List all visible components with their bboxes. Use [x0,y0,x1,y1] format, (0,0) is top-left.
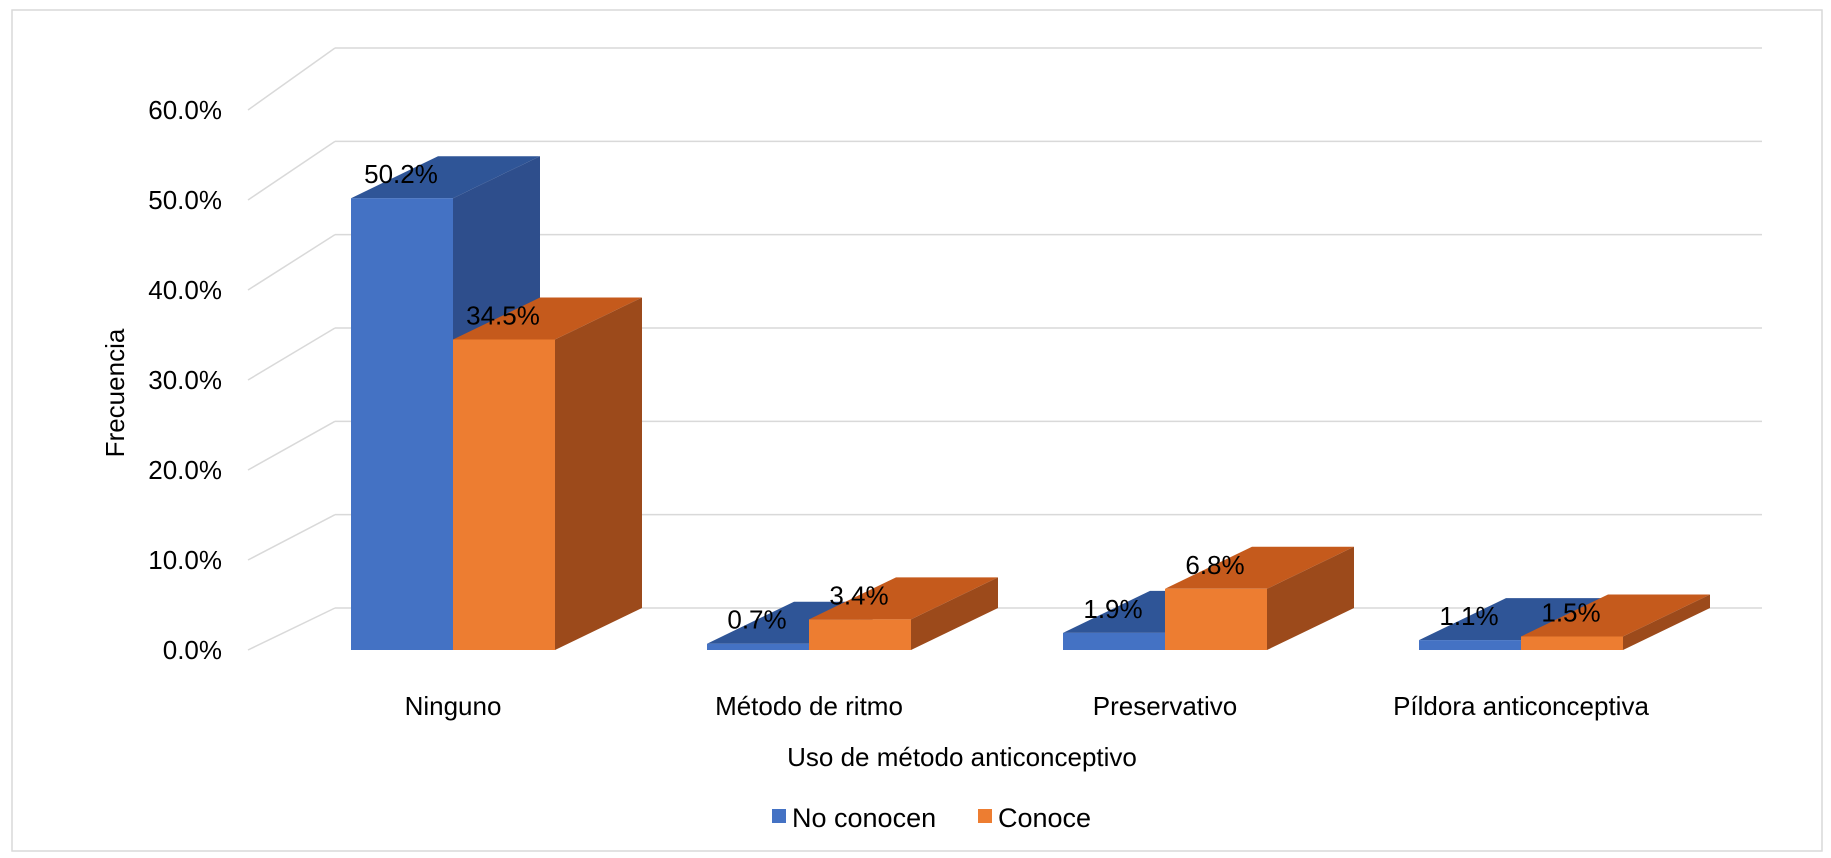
y-tick-label: 60.0% [148,95,222,125]
y-tick-label: 0.0% [163,635,222,665]
y-tick-label: 30.0% [148,365,222,395]
legend-swatch-conoce [978,809,992,823]
bar-1-0 [453,297,642,650]
bar-side-face [1267,546,1354,650]
bar-side-face [1623,594,1710,650]
bar-top-face [453,297,642,340]
bar-top-face [1165,546,1354,589]
gridline-depth [247,234,336,291]
gridline-depth [247,514,336,561]
bar-front-face [1521,636,1623,650]
gridline-depth [247,327,336,381]
bar-top-face [351,156,540,199]
bar-front-face [1419,640,1521,650]
y-axis-ticks: 0.0% 10.0% 20.0% 30.0% 40.0% 50.0% 60.0% [148,95,222,665]
bar-1-3 [1521,594,1710,650]
y-axis-title: Frecuencia [100,328,130,457]
bar-front-face [453,339,555,650]
gridline-depth [247,47,336,111]
bar-front-face [1063,632,1165,650]
x-category-label: Preservativo [1093,691,1238,721]
y-tick-label: 10.0% [148,545,222,575]
bar-front-face [1165,588,1267,650]
bar-1-1 [809,577,998,650]
bar-side-face [911,577,998,650]
x-category-label: Ninguno [405,691,502,721]
bars [351,156,1710,650]
data-label: 3.4% [829,580,888,610]
data-label: 6.8% [1185,550,1244,580]
gridline-depth [247,607,336,651]
bar-front-face [809,619,911,650]
gridline-depth [247,420,336,471]
legend-swatch-no-conocen [772,809,786,823]
legend-label-conoce: Conoce [998,803,1091,833]
data-label: 50.2% [364,159,438,189]
y-tick-label: 40.0% [148,275,222,305]
data-labels: 50.2% 34.5% 0.7% 3.4% 1.9% 6.8% 1.1% 1.5% [364,159,1601,635]
x-axis-title: Uso de método anticonceptivo [787,742,1137,772]
bar-side-face [555,297,642,650]
bar-top-face [809,577,998,620]
chart-border [11,9,1823,852]
bar-front-face [351,198,453,650]
bar-1-2 [1165,546,1354,650]
bar-front-face [707,643,809,650]
data-label: 1.5% [1541,598,1600,628]
data-label: 34.5% [466,301,540,331]
x-category-label: Píldora anticonceptiva [1393,691,1649,721]
x-axis-categories: Ninguno Método de ritmo Preservativo Píldor… [405,691,1650,721]
x-category-label: Método de ritmo [715,691,903,721]
legend: No conocen Conoce [772,803,1091,833]
bar-top-face [1419,598,1608,641]
data-label: 1.9% [1083,594,1142,624]
y-tick-label: 20.0% [148,455,222,485]
gridline-depth [247,140,336,201]
y-tick-label: 50.0% [148,185,222,215]
data-label: 1.1% [1439,601,1498,631]
bar-top-face [1521,594,1710,637]
data-label: 0.7% [727,605,786,635]
legend-label-no-conocen: No conocen [792,803,936,833]
